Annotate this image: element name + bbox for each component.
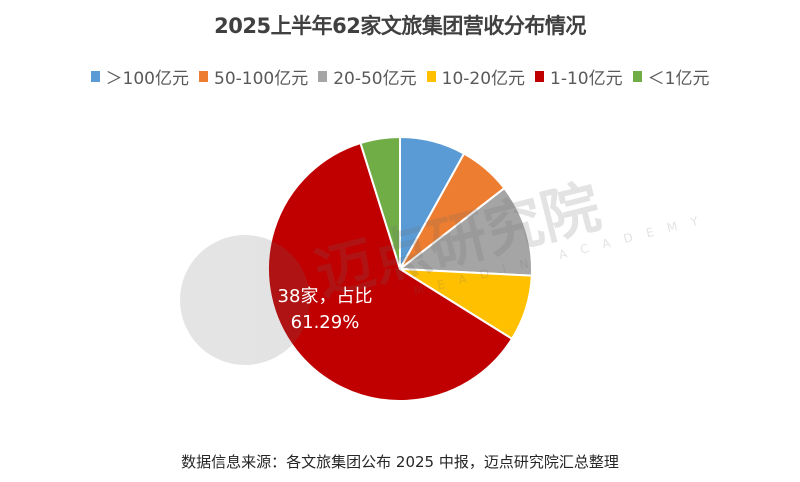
legend-item: 1-10亿元 (535, 64, 623, 89)
chart-title: 2025上半年62家文旅集团营收分布情况 (214, 14, 586, 38)
legend-swatch-icon (90, 71, 100, 82)
legend-label: ＜1亿元 (647, 69, 710, 89)
legend-swatch-icon (535, 71, 545, 82)
legend-label: 10-20亿元 (441, 69, 526, 89)
chart-legend: ＞100亿元 50-100亿元 20-50亿元 10-20亿元 1-10亿元 ＜1亿元 (0, 64, 800, 89)
slice-data-label-line2: 61.29% (291, 312, 360, 333)
pie-slices (267, 135, 533, 402)
legend-swatch-icon (632, 71, 642, 82)
legend-item: 20-50亿元 (318, 64, 417, 89)
legend-swatch-icon (318, 71, 328, 82)
data-source-note: 数据信息来源：各文旅集团公布 2025 中报，迈点研究院汇总整理 (181, 453, 619, 471)
watermark-logo-icon (180, 235, 310, 365)
slice-data-label-line1: 38家，占比 (278, 286, 373, 307)
legend-item: ＞100亿元 (90, 64, 189, 89)
legend-label: 50-100亿元 (214, 69, 309, 89)
legend-label: 20-50亿元 (333, 69, 417, 89)
legend-label: 1-10亿元 (550, 69, 623, 89)
legend-swatch-icon (426, 71, 436, 82)
pie-slice (397, 186, 533, 277)
legend-item: 10-20亿元 (426, 64, 526, 89)
legend-swatch-icon (199, 71, 208, 82)
legend-item: 50-100亿元 (199, 64, 308, 89)
pie-slice (359, 135, 401, 270)
legend-item: ＜1亿元 (632, 64, 710, 89)
pie-slice (267, 141, 514, 402)
legend-label: ＞100亿元 (105, 69, 189, 89)
